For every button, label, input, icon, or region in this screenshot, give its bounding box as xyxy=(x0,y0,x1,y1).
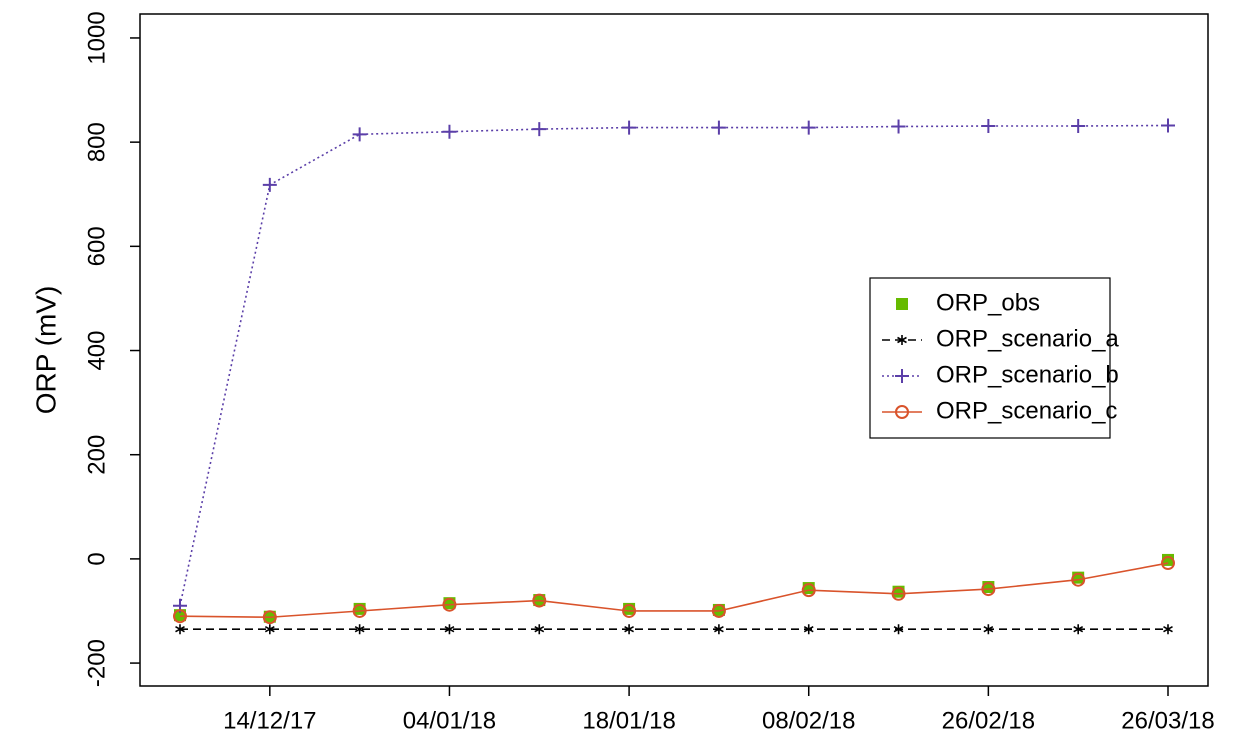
plus xyxy=(532,122,547,137)
x-tick-label: 26/02/18 xyxy=(942,707,1035,734)
star xyxy=(1163,624,1173,635)
x-tick-label: 08/02/18 xyxy=(762,707,855,734)
plus xyxy=(711,120,726,135)
circle xyxy=(352,603,367,618)
circle xyxy=(622,603,637,618)
marker-plus xyxy=(1161,118,1175,133)
plus xyxy=(1071,119,1086,133)
legend-label: ORP_scenario_b xyxy=(936,361,1119,388)
star xyxy=(624,624,634,635)
circle xyxy=(711,603,726,618)
marker-circle xyxy=(1161,556,1175,571)
marker-plus xyxy=(895,369,909,383)
marker-star xyxy=(444,624,455,635)
plus xyxy=(442,124,457,139)
marker-plus xyxy=(532,122,547,137)
plus xyxy=(262,177,277,192)
marker-circle xyxy=(895,405,909,419)
x-tick-label: 26/03/18 xyxy=(1121,707,1214,734)
star xyxy=(803,624,814,635)
circle xyxy=(532,593,547,608)
marker-plus xyxy=(711,120,726,135)
y-axis-label: ORP (mV) xyxy=(30,286,61,415)
plus xyxy=(895,369,909,383)
marker-star xyxy=(897,335,907,345)
series-line xyxy=(179,124,1169,606)
plus xyxy=(352,127,367,142)
star xyxy=(897,335,907,345)
circle xyxy=(981,582,996,597)
y-tick-label: 200 xyxy=(83,435,110,475)
circle xyxy=(895,405,909,419)
circle xyxy=(1071,572,1086,587)
y-tick-label: 400 xyxy=(83,330,110,370)
square xyxy=(896,298,908,310)
marker-star xyxy=(624,624,634,635)
marker-circle xyxy=(352,603,367,618)
star xyxy=(175,624,185,635)
star xyxy=(444,624,455,635)
marker-star xyxy=(1073,624,1084,635)
star xyxy=(354,624,365,635)
circle xyxy=(801,583,816,598)
marker-star xyxy=(803,624,814,635)
x-tick-label: 04/01/18 xyxy=(403,707,496,734)
marker-circle xyxy=(442,597,457,612)
y-tick-label: -200 xyxy=(83,639,110,687)
circle xyxy=(173,609,187,624)
marker-circle xyxy=(173,609,187,624)
circle xyxy=(891,586,906,601)
star xyxy=(983,624,994,635)
marker-plus xyxy=(891,119,906,134)
marker-plus xyxy=(981,119,996,133)
marker-plus xyxy=(262,177,277,192)
plus xyxy=(622,120,637,135)
plus xyxy=(801,120,816,135)
star xyxy=(534,624,545,635)
legend-label: ORP_scenario_a xyxy=(936,325,1119,352)
marker-plus xyxy=(801,120,816,135)
plus xyxy=(981,119,996,133)
marker-plus xyxy=(1071,119,1086,133)
marker-circle xyxy=(801,583,816,598)
legend-label: ORP_obs xyxy=(936,289,1040,316)
plus xyxy=(891,119,906,134)
marker-square xyxy=(896,298,908,310)
y-tick-label: 1000 xyxy=(83,11,110,64)
y-tick-label: 800 xyxy=(83,122,110,162)
circle xyxy=(442,597,457,612)
marker-star xyxy=(893,624,904,635)
marker-star xyxy=(264,624,275,635)
circle xyxy=(262,610,277,625)
series-line xyxy=(179,562,1169,619)
x-tick-label: 18/01/18 xyxy=(582,707,675,734)
marker-plus xyxy=(442,124,457,139)
marker-star xyxy=(354,624,365,635)
star xyxy=(264,624,275,635)
y-tick-label: 0 xyxy=(83,552,110,565)
star xyxy=(1073,624,1084,635)
marker-circle xyxy=(981,582,996,597)
marker-circle xyxy=(262,610,277,625)
star xyxy=(714,624,724,635)
marker-star xyxy=(534,624,545,635)
marker-circle xyxy=(532,593,547,608)
x-tick-label: 14/12/17 xyxy=(223,707,316,734)
marker-star xyxy=(983,624,994,635)
marker-star xyxy=(1163,624,1173,635)
marker-plus xyxy=(352,127,367,142)
marker-circle xyxy=(622,603,637,618)
marker-star xyxy=(714,624,724,635)
circle xyxy=(1161,556,1175,571)
marker-circle xyxy=(891,586,906,601)
plus xyxy=(1161,118,1175,133)
marker-circle xyxy=(1071,572,1086,587)
star xyxy=(893,624,904,635)
marker-plus xyxy=(622,120,637,135)
y-tick-label: 600 xyxy=(83,226,110,266)
marker-star xyxy=(175,624,185,635)
marker-circle xyxy=(711,603,726,618)
legend-label: ORP_scenario_c xyxy=(936,397,1117,424)
